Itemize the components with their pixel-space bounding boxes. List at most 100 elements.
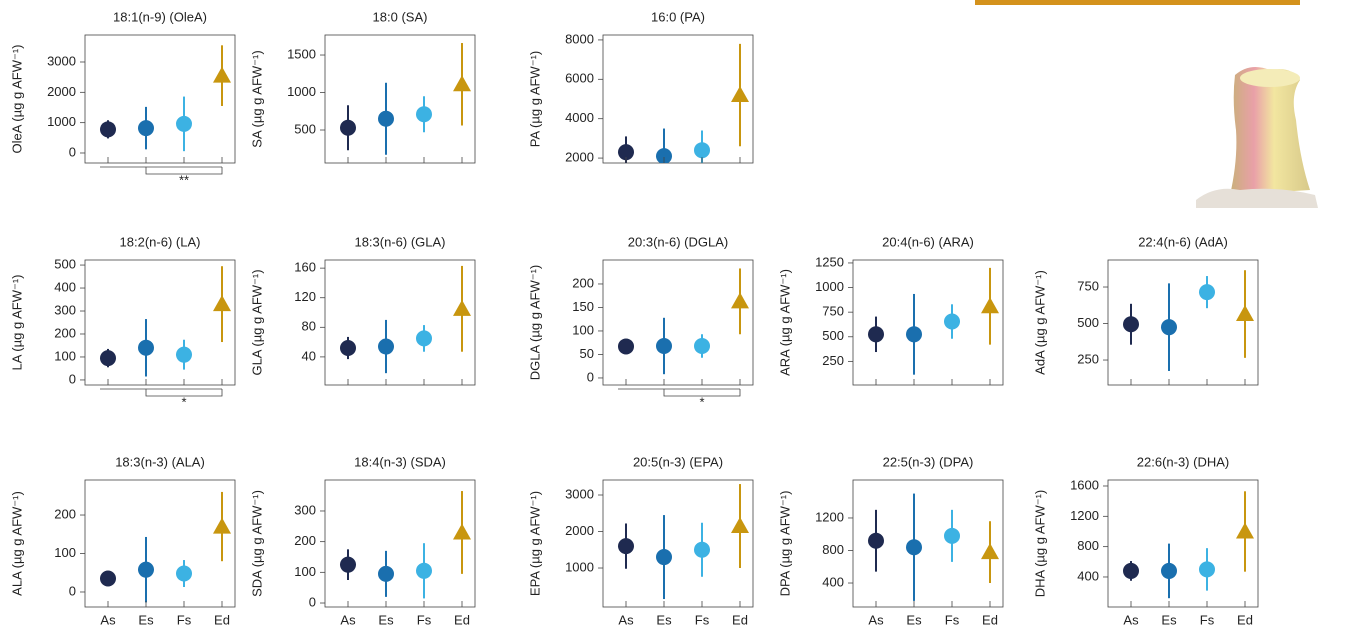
point bbox=[1123, 316, 1139, 333]
point bbox=[1161, 319, 1177, 336]
y-tick-label: 2000 bbox=[565, 150, 594, 165]
point bbox=[176, 115, 192, 132]
y-tick-label: 6000 bbox=[565, 71, 594, 86]
point bbox=[618, 538, 634, 555]
point bbox=[1123, 562, 1139, 579]
point bbox=[138, 561, 154, 578]
y-tick-label: 1500 bbox=[287, 46, 316, 61]
point bbox=[981, 543, 999, 560]
y-tick-label: 800 bbox=[822, 542, 844, 557]
marks bbox=[618, 268, 749, 375]
point bbox=[138, 120, 154, 137]
point bbox=[138, 339, 154, 356]
point bbox=[340, 556, 356, 573]
y-tick-label: 160 bbox=[294, 260, 316, 275]
bracket bbox=[663, 389, 741, 397]
y-axis-label: ALA (µg g AFW⁻¹) bbox=[9, 491, 24, 596]
y-tick-label: 200 bbox=[54, 506, 76, 521]
panel: 20:5(n-3) (EPA) EPA (µg g AFW⁻¹) 1000 2000 3… bbox=[527, 454, 754, 627]
y-tick-label: 400 bbox=[1077, 568, 1099, 583]
y-tick-label: 250 bbox=[1077, 351, 1099, 366]
x-tick-label: Es bbox=[1161, 612, 1177, 627]
y-tick-label: 200 bbox=[54, 325, 76, 340]
y-axis-label: ARA (µg g AFW⁻¹) bbox=[777, 269, 792, 376]
marks bbox=[868, 267, 999, 375]
marks bbox=[340, 265, 471, 374]
marks bbox=[618, 43, 749, 163]
y-axis-label: DGLA (µg g AFW⁻¹) bbox=[527, 265, 542, 380]
y-tick-label: 120 bbox=[294, 289, 316, 304]
panel-title: 22:5(n-3) (DPA) bbox=[883, 454, 974, 469]
point bbox=[213, 295, 231, 312]
point bbox=[618, 144, 634, 161]
point bbox=[981, 297, 999, 314]
point bbox=[453, 523, 471, 540]
y-axis-label: OleA (µg g AFW⁻¹) bbox=[9, 45, 24, 154]
point bbox=[731, 86, 749, 103]
x-tick-label: Fs bbox=[695, 612, 710, 627]
point bbox=[1161, 562, 1177, 579]
point bbox=[378, 565, 394, 582]
point bbox=[213, 66, 231, 83]
y-tick-label: 400 bbox=[822, 574, 844, 589]
y-axis-label: DPA (µg g AFW⁻¹) bbox=[777, 491, 792, 597]
significance-label: * bbox=[699, 394, 704, 409]
y-tick-label: 50 bbox=[580, 346, 594, 361]
y-tick-label: 1200 bbox=[815, 509, 844, 524]
panel: 18:4(n-3) (SDA) SDA (µg g AFW⁻¹) 0 100 200 30… bbox=[249, 454, 476, 627]
panel-title: 20:4(n-6) (ARA) bbox=[882, 234, 974, 249]
y-tick-label: 3000 bbox=[565, 486, 594, 501]
point bbox=[416, 330, 432, 347]
point bbox=[453, 299, 471, 316]
x-tick-label: As bbox=[340, 612, 356, 627]
panel-title: 22:6(n-3) (DHA) bbox=[1137, 454, 1229, 469]
panel-title: 16:0 (PA) bbox=[651, 9, 705, 24]
panel-title: 18:2(n-6) (LA) bbox=[120, 234, 201, 249]
y-tick-label: 500 bbox=[1077, 315, 1099, 330]
plot-frame bbox=[602, 259, 754, 386]
point bbox=[100, 121, 116, 138]
point bbox=[416, 562, 432, 579]
y-tick-label: 2000 bbox=[565, 523, 594, 538]
point bbox=[1199, 561, 1215, 578]
x-tick-label: Fs bbox=[417, 612, 432, 627]
point bbox=[100, 570, 116, 587]
panel-title: 18:3(n-3) (ALA) bbox=[115, 454, 205, 469]
point bbox=[213, 517, 231, 534]
marks bbox=[868, 493, 999, 601]
panel: 20:4(n-6) (ARA) ARA (µg g AFW⁻¹) 250 500 750… bbox=[777, 234, 1004, 386]
panel: 18:3(n-6) (GLA) GLA (µg g AFW⁻¹) 40 80 120 16… bbox=[249, 234, 476, 386]
point bbox=[944, 527, 960, 544]
point bbox=[694, 541, 710, 558]
point bbox=[1199, 284, 1215, 301]
y-tick-label: 3000 bbox=[47, 53, 76, 68]
y-tick-label: 0 bbox=[309, 594, 316, 609]
x-tick-label: Ed bbox=[982, 612, 998, 627]
point bbox=[694, 142, 710, 159]
panel-title: 18:3(n-6) (GLA) bbox=[354, 234, 445, 249]
point bbox=[618, 338, 634, 355]
significance-label: * bbox=[181, 394, 186, 409]
x-tick-label: As bbox=[100, 612, 116, 627]
panel-title: 18:4(n-3) (SDA) bbox=[354, 454, 446, 469]
y-tick-label: 1000 bbox=[815, 279, 844, 294]
y-tick-label: 300 bbox=[294, 502, 316, 517]
marks bbox=[1123, 491, 1254, 599]
x-tick-label: Es bbox=[906, 612, 922, 627]
y-tick-label: 4000 bbox=[565, 110, 594, 125]
y-axis-label: AdA (µg g AFW⁻¹) bbox=[1032, 270, 1047, 375]
marks bbox=[100, 491, 231, 603]
plot-frame bbox=[324, 259, 476, 386]
panel-title: 18:1(n-9) (OleA) bbox=[113, 9, 207, 24]
point bbox=[1236, 522, 1254, 539]
point bbox=[694, 337, 710, 354]
y-axis-label: EPA (µg g AFW⁻¹) bbox=[527, 491, 542, 596]
y-tick-label: 300 bbox=[54, 302, 76, 317]
coral-photo bbox=[1196, 66, 1318, 208]
y-tick-label: 500 bbox=[294, 121, 316, 136]
point bbox=[944, 313, 960, 330]
plot-frame bbox=[324, 479, 476, 608]
y-axis-label: PA (µg g AFW⁻¹) bbox=[527, 51, 542, 147]
y-tick-label: 1200 bbox=[1070, 508, 1099, 523]
x-tick-label: Es bbox=[378, 612, 394, 627]
